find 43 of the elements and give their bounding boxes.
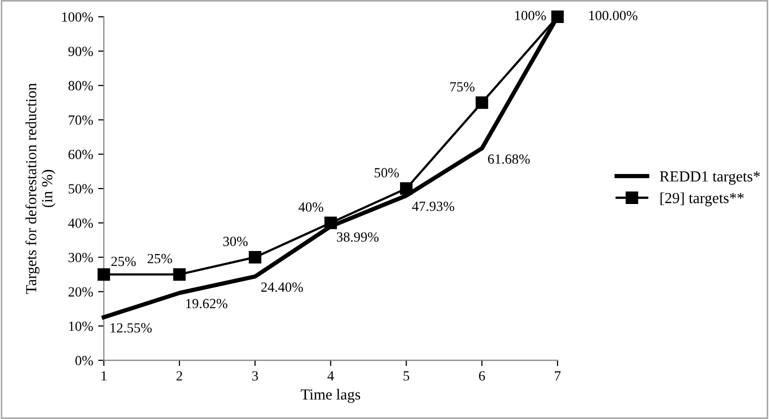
x-tick-label: 3	[252, 371, 258, 381]
legend-label: [29] targets**	[660, 192, 744, 206]
y-axis-title: Targets for deforestation reduction (in %)	[25, 83, 56, 294]
data-label: 61.68%	[488, 154, 530, 164]
x-tick-label: 1	[102, 371, 106, 380]
y-tick-label: 80%	[68, 81, 93, 90]
y-tick-label: 50%	[68, 184, 93, 194]
data-label: 47.93%	[412, 202, 454, 212]
point	[173, 268, 186, 281]
point	[324, 216, 337, 230]
data-label: 30%	[223, 236, 248, 246]
data-label: 24.40%	[261, 282, 303, 292]
x-tick-label: 6	[479, 371, 485, 381]
data-label: 19.62%	[186, 298, 228, 308]
point	[98, 268, 110, 281]
legend-label: REDD1 targets*	[660, 171, 760, 185]
y-tick-label: 0%	[75, 356, 93, 366]
x-tick-label: 2	[176, 371, 182, 380]
y-tick-label: 40%	[68, 218, 93, 228]
data-label: 100.00%	[589, 10, 638, 20]
data-label: 25%	[148, 254, 172, 264]
point	[248, 251, 262, 264]
data-label: 75%	[450, 82, 474, 92]
y-tick-label: 20%	[68, 287, 93, 297]
y-tick-label: 100%	[62, 12, 93, 22]
y-tick-label: 10%	[69, 322, 93, 331]
x-tick-label: 4	[327, 371, 334, 380]
data-label: 38.99%	[336, 232, 379, 242]
data-label: 25%	[111, 256, 136, 266]
data-label: 50%	[374, 168, 399, 178]
point	[476, 96, 488, 109]
y-tick-label: 60%	[68, 150, 93, 160]
y-tick-label: 90%	[68, 46, 93, 56]
point	[400, 182, 413, 195]
y-tick-label: 30%	[68, 252, 93, 262]
data-label: 12.55%	[110, 323, 152, 333]
y-tick-label: 70%	[68, 115, 93, 125]
data-label: 40%	[298, 202, 324, 212]
x-tick-label: 5	[404, 371, 410, 381]
point	[551, 10, 564, 24]
data-label: 100%	[515, 10, 546, 20]
x-axis-title: Time lags	[300, 388, 360, 403]
x-tick-label: 7	[554, 371, 561, 380]
